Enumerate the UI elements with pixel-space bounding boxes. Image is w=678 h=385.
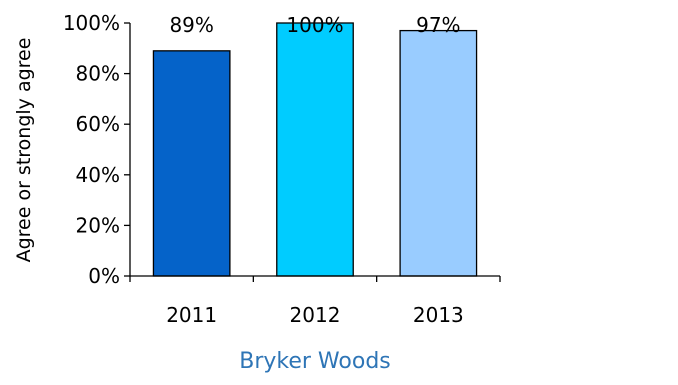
y-tick-label: 0%	[88, 264, 120, 288]
y-tick-label: 60%	[76, 112, 120, 136]
y-tick-label: 80%	[76, 62, 120, 86]
data-label-2011: 89%	[169, 13, 213, 37]
y-tick-label: 40%	[76, 163, 120, 187]
x-tick-label: 2011	[166, 303, 217, 327]
y-tick-label: 20%	[76, 213, 120, 237]
data-label-2012: 100%	[286, 13, 343, 37]
bar-2012	[276, 22, 354, 277]
x-axis: 2011 2012 2013	[129, 275, 501, 327]
data-label-2013: 97%	[416, 13, 460, 37]
y-axis: 0% 20% 40% 60% 80% 100%	[63, 11, 131, 288]
x-tick-label: 2013	[413, 303, 464, 327]
bar-2013	[399, 29, 478, 277]
bar-2011	[152, 50, 231, 277]
chart-title: Bryker Woods	[239, 349, 391, 374]
y-tick-label: 100%	[63, 11, 120, 35]
bars: 89% 100% 97%	[152, 13, 478, 277]
x-tick-label: 2012	[290, 303, 341, 327]
y-axis-label: Agree or strongly agree	[13, 38, 35, 263]
